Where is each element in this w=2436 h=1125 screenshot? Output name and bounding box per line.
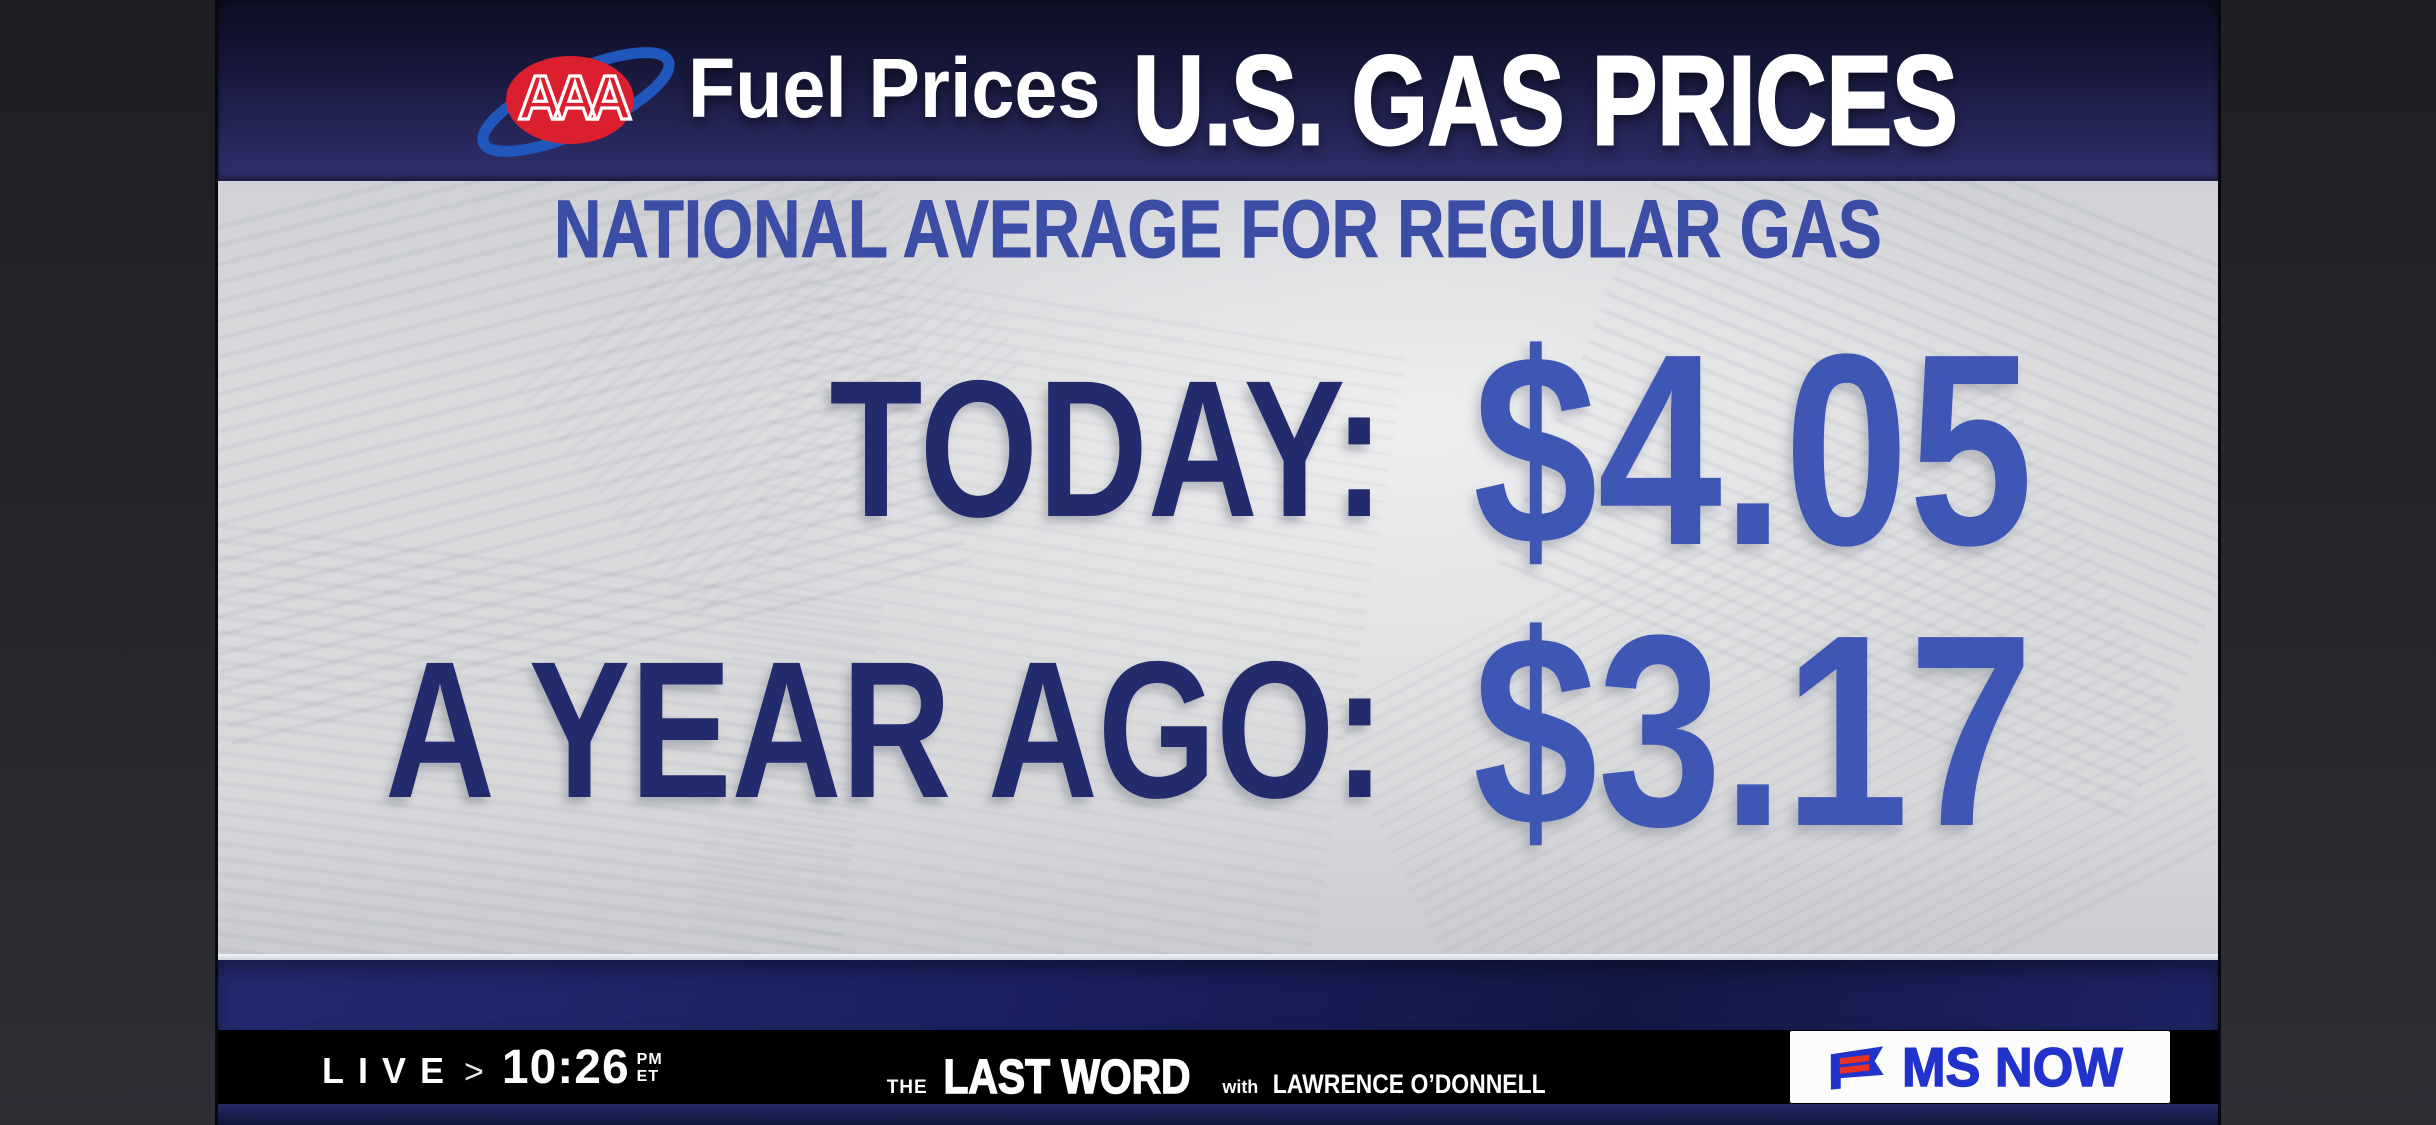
price-row-today-value: $4.05 <box>1473 297 2034 602</box>
aaa-logo-icon: AAA <box>477 47 675 157</box>
clock-meridiem-timezone: PM ET <box>636 1051 663 1086</box>
panel-subtitle-text: NATIONAL AVERAGE FOR REGULAR GAS <box>554 184 1883 275</box>
clock-time: 10:26 <box>501 1040 630 1094</box>
page-title: U.S. GAS PRICES <box>1132 30 1959 171</box>
show-host-name: LAWRENCE O’DONNELL <box>1272 1069 1546 1099</box>
chevron-right-icon: > <box>464 1052 484 1091</box>
clock-meridiem: PM <box>636 1051 663 1069</box>
fullscreen-graphic: AAA Fuel Prices U.S. GAS PRICES NATIONAL… <box>215 0 2221 1125</box>
live-badge: LIVE <box>322 1049 459 1091</box>
show-title: LAST WORD <box>943 1051 1191 1104</box>
price-row-today-label: TODAY: <box>829 340 1385 558</box>
clock-timezone: ET <box>636 1068 660 1085</box>
lower-third-band <box>218 960 2218 1030</box>
live-block: LIVE > 10:26 PM ET <box>322 1030 663 1104</box>
panel-subtitle: NATIONAL AVERAGE FOR REGULAR GAS <box>218 184 2218 275</box>
letterbox-right <box>2218 0 2436 1125</box>
header-bar: AAA Fuel Prices U.S. GAS PRICES <box>218 0 2218 181</box>
network-wordmark: MS NOW <box>1902 1035 2124 1099</box>
live-inner: LIVE > 10:26 PM ET <box>322 1040 663 1095</box>
brand-label: Fuel Prices <box>688 41 1101 135</box>
bottom-accent-strip <box>218 1104 2218 1125</box>
network-logo-box: MS NOW <box>1790 1031 2170 1103</box>
show-title-lockup: THE LAST WORD with LAWRENCE O’DONNELL <box>887 1030 1550 1104</box>
show-title-connector: with <box>1222 1077 1259 1097</box>
aaa-logo-letters: AAA <box>518 64 632 133</box>
letterbox-left <box>0 0 218 1125</box>
content-panel: NATIONAL AVERAGE FOR REGULAR GAS TODAY: … <box>218 181 2218 954</box>
ticker-bar: LIVE > 10:26 PM ET THE LAST WORD with LA… <box>218 1030 2218 1104</box>
panel-bottom-divider <box>218 954 2218 960</box>
network-flag-icon <box>1831 1046 1884 1090</box>
price-row-yearago-label: A YEAR AGO: <box>384 621 1385 839</box>
price-row-yearago-value: $3.17 <box>1473 578 2034 883</box>
show-title-prefix: THE <box>886 1077 928 1098</box>
price-table: TODAY: $4.05 A YEAR AGO: $3.17 <box>218 313 2156 867</box>
